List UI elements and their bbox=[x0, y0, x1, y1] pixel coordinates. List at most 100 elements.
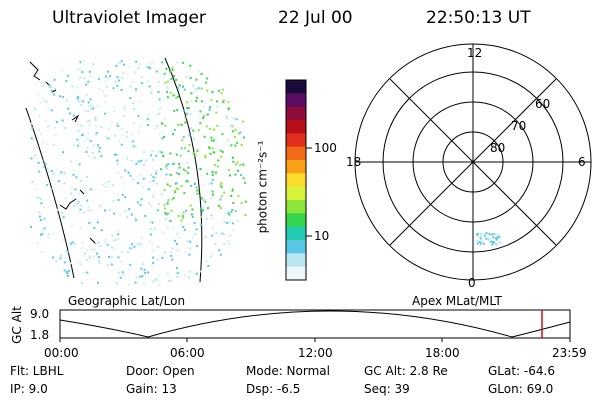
time-label: 22:50:13 UT bbox=[426, 8, 531, 28]
emission-pixel bbox=[63, 172, 66, 175]
emission-pixel bbox=[242, 177, 245, 180]
emission-pixel bbox=[205, 259, 208, 262]
ip-status: IP: 9.0 bbox=[10, 382, 48, 396]
polar-emission-pixel bbox=[493, 233, 496, 236]
emission-pixel bbox=[39, 218, 42, 221]
emission-pixel bbox=[104, 75, 107, 78]
emission-pixel bbox=[165, 213, 168, 216]
colorbar-band bbox=[286, 213, 306, 228]
emission-pixel bbox=[204, 156, 207, 159]
emission-pixel bbox=[183, 109, 186, 112]
emission-pixel bbox=[200, 72, 203, 75]
emission-pixel bbox=[120, 143, 123, 146]
emission-pixel bbox=[123, 107, 126, 110]
emission-pixel bbox=[192, 129, 195, 132]
emission-pixel bbox=[200, 87, 203, 90]
emission-pixel bbox=[157, 151, 160, 154]
emission-pixel bbox=[171, 68, 174, 71]
emission-pixel bbox=[177, 87, 180, 90]
emission-pixel bbox=[40, 233, 43, 236]
emission-pixel bbox=[148, 85, 151, 88]
emission-pixel bbox=[185, 76, 188, 79]
emission-pixel bbox=[30, 157, 33, 160]
emission-pixel bbox=[122, 182, 125, 185]
emission-pixel bbox=[156, 258, 159, 261]
polar-emission-pixel bbox=[495, 236, 498, 239]
emission-pixel bbox=[64, 257, 67, 260]
emission-pixel bbox=[160, 193, 163, 196]
emission-pixel bbox=[118, 62, 121, 65]
emission-pixel bbox=[194, 154, 197, 157]
emission-pixel bbox=[73, 242, 76, 245]
emission-pixel bbox=[211, 173, 214, 176]
emission-pixel bbox=[197, 87, 200, 90]
emission-pixel bbox=[178, 84, 181, 87]
emission-pixel bbox=[114, 80, 117, 83]
emission-pixel bbox=[228, 213, 231, 216]
colorbar-band bbox=[286, 200, 306, 214]
emission-pixel bbox=[221, 150, 224, 153]
polar-emission-pixel bbox=[479, 242, 482, 245]
emission-pixel bbox=[72, 173, 75, 176]
emission-pixel bbox=[38, 211, 41, 214]
emission-pixel bbox=[88, 105, 91, 108]
emission-pixel bbox=[227, 211, 230, 214]
emission-pixel bbox=[39, 101, 42, 104]
polar-emission-pixel bbox=[495, 243, 498, 246]
emission-pixel bbox=[175, 242, 178, 245]
emission-pixel bbox=[168, 79, 171, 82]
emission-pixel bbox=[94, 134, 97, 137]
emission-pixel bbox=[155, 169, 158, 172]
emission-pixel bbox=[105, 85, 108, 88]
colorbar-band bbox=[286, 266, 306, 281]
emission-pixel bbox=[234, 144, 237, 147]
emission-pixel bbox=[181, 81, 184, 84]
emission-pixel bbox=[169, 251, 172, 254]
emission-pixel bbox=[148, 202, 151, 205]
emission-pixel bbox=[206, 89, 209, 92]
emission-pixel bbox=[188, 253, 191, 256]
emission-pixel bbox=[168, 279, 171, 282]
emission-pixel bbox=[228, 174, 231, 177]
emission-pixel bbox=[109, 75, 112, 78]
emission-pixel bbox=[52, 172, 55, 175]
emission-pixel bbox=[129, 85, 132, 88]
coastline-left bbox=[25, 107, 75, 279]
emission-pixel bbox=[170, 77, 173, 80]
emission-pixel bbox=[208, 127, 211, 130]
emission-pixel bbox=[66, 74, 69, 77]
emission-pixel bbox=[102, 183, 105, 186]
emission-pixel bbox=[115, 153, 118, 156]
emission-pixel bbox=[162, 155, 165, 158]
emission-pixel bbox=[231, 222, 234, 225]
colorbar-tick-100: 100 bbox=[314, 141, 337, 155]
emission-pixel bbox=[212, 139, 215, 142]
emission-pixel bbox=[31, 126, 34, 129]
emission-pixel bbox=[147, 62, 150, 65]
emission-pixel bbox=[190, 184, 193, 187]
emission-pixel bbox=[42, 141, 45, 144]
emission-pixel bbox=[92, 104, 95, 107]
emission-pixel bbox=[140, 117, 143, 120]
emission-pixel bbox=[82, 211, 85, 214]
emission-pixel bbox=[40, 202, 43, 205]
emission-pixel bbox=[216, 124, 219, 127]
emission-pixel bbox=[192, 137, 195, 140]
emission-pixel bbox=[157, 80, 160, 83]
emission-pixel bbox=[219, 206, 222, 209]
emission-pixel bbox=[113, 248, 116, 251]
emission-pixel bbox=[139, 125, 142, 128]
emission-pixel bbox=[152, 261, 155, 264]
emission-pixel bbox=[185, 180, 188, 183]
emission-pixel bbox=[132, 179, 135, 182]
emission-pixel bbox=[206, 172, 209, 175]
emission-pixel bbox=[160, 168, 163, 171]
emission-pixel bbox=[204, 236, 207, 239]
emission-pixel bbox=[211, 92, 214, 95]
emission-pixel bbox=[155, 172, 158, 175]
emission-pixel bbox=[62, 151, 65, 154]
emission-pixel bbox=[100, 229, 103, 232]
emission-pixel bbox=[112, 239, 115, 242]
emission-pixel bbox=[97, 76, 100, 79]
emission-pixel bbox=[199, 168, 202, 171]
